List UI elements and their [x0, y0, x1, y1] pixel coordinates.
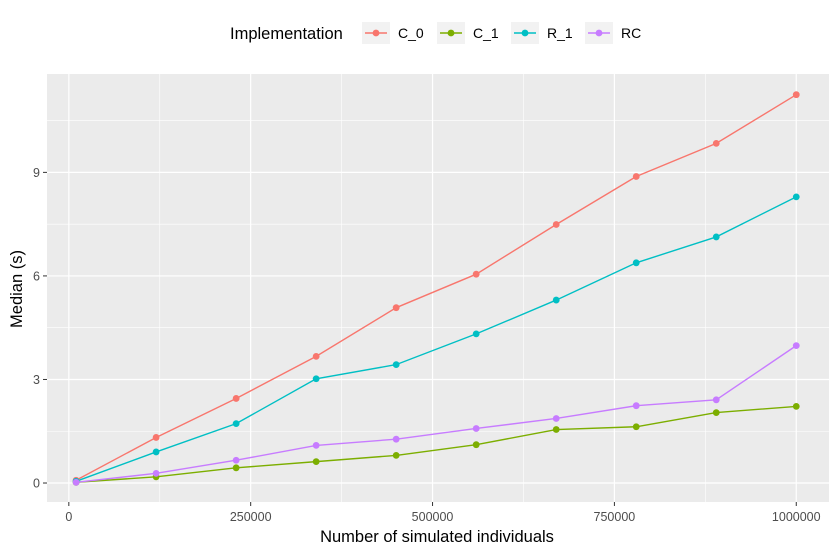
data-point-c-0 — [792, 91, 800, 99]
data-point-c-1 — [792, 402, 800, 410]
plot-panel — [47, 74, 829, 502]
data-point-rc — [792, 342, 800, 350]
y-axis-title: Median (s) — [8, 250, 26, 328]
data-point-c-0 — [632, 173, 640, 180]
data-point-c-1 — [632, 423, 640, 431]
minor-gridlines — [47, 74, 829, 502]
data-point-r-1 — [792, 193, 800, 201]
data-point-rc — [152, 469, 160, 477]
legend-label: C_1 — [473, 25, 499, 41]
data-point-c-0 — [152, 434, 160, 441]
x-tick-label: 750000 — [594, 510, 636, 524]
y-tick-label: 3 — [33, 373, 40, 387]
series-line-r-1 — [75, 196, 797, 482]
series-line-c-1 — [76, 405, 797, 484]
legend-label: RC — [621, 25, 641, 41]
series-line-c-0 — [75, 94, 797, 481]
data-point-r-1 — [472, 330, 480, 338]
data-point-rc — [712, 396, 720, 404]
data-point-rc — [232, 456, 240, 464]
data-point-c-1 — [712, 409, 720, 417]
series-points — [72, 91, 800, 486]
data-point-c-1 — [232, 464, 240, 472]
data-point-c-0 — [312, 352, 320, 360]
legend-item-c-0: C_0 — [362, 22, 424, 44]
legend-item-c-1: C_1 — [437, 22, 499, 44]
x-axis-title: Number of simulated individuals — [320, 528, 554, 546]
series-line-rc — [76, 345, 797, 484]
legend-label: C_0 — [398, 25, 424, 41]
data-point-r-1 — [632, 259, 640, 267]
legend-items: C_0 C_1 R_1 RC — [362, 22, 641, 44]
data-point-rc — [472, 425, 480, 432]
legend: Implementation C_0 C_1 R_1 RC — [230, 22, 641, 44]
legend-key-point — [595, 29, 603, 37]
legend-key-point — [447, 29, 455, 37]
legend-title: Implementation — [230, 25, 343, 43]
data-point-c-1 — [312, 458, 320, 466]
data-point-r-1 — [712, 233, 720, 241]
data-point-c-1 — [392, 452, 400, 459]
axis-ticks — [43, 171, 797, 506]
data-point-c-1 — [472, 441, 480, 449]
y-tick-label: 6 — [33, 269, 40, 283]
data-point-c-0 — [552, 221, 560, 228]
data-point-rc — [72, 478, 80, 486]
legend-key-point — [372, 29, 380, 37]
x-tick-label: 1000000 — [772, 510, 821, 524]
legend-item-rc: RC — [585, 22, 641, 44]
legend-label: R_1 — [547, 25, 573, 41]
data-point-rc — [632, 402, 640, 410]
x-tick-label: 0 — [65, 510, 72, 524]
data-point-c-0 — [712, 139, 720, 147]
x-tick-label: 250000 — [230, 510, 272, 524]
data-point-r-1 — [152, 448, 160, 456]
data-point-rc — [392, 435, 400, 443]
legend-item-r-1: R_1 — [511, 22, 573, 44]
x-tick-label: 500000 — [412, 510, 454, 524]
x-tick-labels: 0 250000 500000 750000 1000000 — [65, 510, 820, 524]
data-point-c-0 — [392, 304, 400, 312]
data-point-c-0 — [232, 395, 240, 402]
major-gridlines — [47, 74, 829, 502]
y-tick-label: 0 — [33, 477, 40, 491]
series-lines — [75, 94, 797, 484]
y-tick-label: 9 — [33, 166, 40, 180]
data-point-r-1 — [232, 420, 240, 428]
data-point-c-0 — [472, 270, 480, 278]
data-point-rc — [312, 441, 320, 449]
data-point-rc — [552, 415, 560, 422]
data-point-r-1 — [312, 375, 320, 383]
y-tick-labels: 0 3 6 9 — [33, 166, 40, 491]
data-point-r-1 — [552, 296, 560, 304]
legend-key-point — [521, 29, 529, 37]
data-point-r-1 — [392, 361, 400, 369]
data-point-c-1 — [552, 426, 560, 433]
